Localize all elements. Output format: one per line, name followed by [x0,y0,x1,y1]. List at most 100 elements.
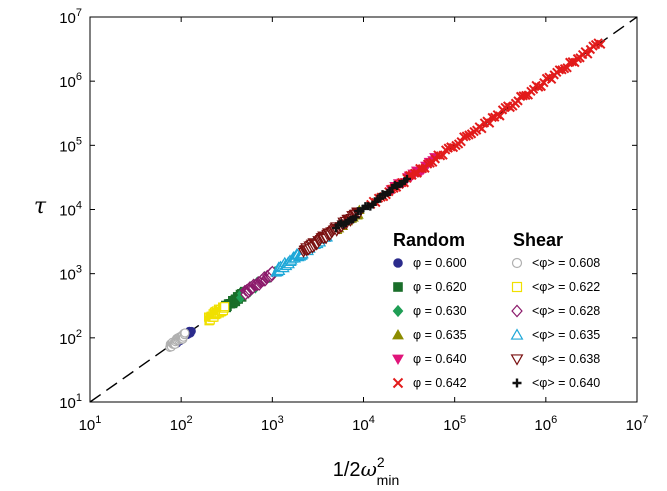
x-tick-label: 103 [261,414,284,434]
x-tick-exponent: 3 [278,414,284,426]
x-tick-label: 104 [352,414,375,434]
legend-entry: <φ> = 0.638 [532,352,600,366]
x-tick-exponent: 6 [551,414,557,426]
legend-entry: <φ> = 0.635 [532,328,600,342]
y-tick-label: 105 [59,135,82,155]
data-point [583,49,593,59]
x-tick-base: 10 [534,417,551,434]
y-tick-base: 10 [59,74,76,91]
y-tick-exponent: 7 [76,7,82,19]
y-axis-label: τ [34,194,47,219]
legend-marker [392,328,404,340]
y-tick-label: 103 [59,264,82,284]
y-tick-label: 106 [59,71,82,91]
legend-title-shear: Shear [513,230,563,250]
legend-marker [510,354,524,366]
legend-marker [393,258,403,268]
x-tick-label: 105 [443,414,466,434]
data-point [385,188,394,197]
x-axis-label-prefix: 1/2 [333,459,361,481]
data-point [180,328,190,338]
y-tick-label: 102 [59,328,82,348]
data-point [402,174,411,183]
series-7 [165,328,190,352]
legend-entry: φ = 0.635 [413,328,467,342]
y-tick-exponent: 2 [76,328,82,340]
data-point [487,112,497,123]
data-point [596,39,606,49]
legend-marker [511,257,523,269]
y-tick-base: 10 [59,203,76,220]
y-tick-base: 10 [59,138,76,155]
legend-entry: <φ> = 0.640 [532,376,600,390]
x-tick-base: 10 [261,417,278,434]
data-points-layer [165,38,606,352]
x-axis-label-sup: 2 [377,454,385,470]
x-tick-base: 10 [170,417,187,434]
data-point [351,213,360,222]
x-tick-exponent: 2 [186,414,192,426]
legend-marker [511,281,523,293]
y-tick-exponent: 6 [76,71,82,83]
y-tick-exponent: 3 [76,264,82,276]
legend-title-random: Random [393,230,465,250]
y-tick-base: 10 [59,395,76,412]
x-axis-label: 1/2ω2 min [333,454,399,488]
data-point [461,131,472,141]
y-tick-label: 101 [59,392,82,412]
data-point [376,194,385,203]
y-tick-exponent: 5 [76,135,82,147]
x-tick-exponent: 4 [369,414,375,426]
legend-entry: <φ> = 0.622 [532,280,600,294]
legend-marker [392,377,404,389]
legend-marker [393,282,403,292]
data-point [459,132,469,142]
axes-layer: 101 102 103 104 105 106 1071011021031041051061… [59,7,648,434]
x-axis-label-sub: min [377,472,400,488]
data-point [438,150,448,160]
legend-marker [392,354,404,366]
legend-entry: φ = 0.620 [413,280,467,294]
x-tick-base: 10 [79,417,96,434]
legend-entry: <φ> = 0.608 [532,256,600,270]
x-tick-label: 107 [626,414,649,434]
y-tick-label: 107 [59,7,82,27]
data-point [477,123,487,134]
x-tick-label: 102 [170,414,193,434]
data-point [220,302,230,312]
data-point [567,57,578,67]
x-tick-exponent: 1 [95,414,101,426]
legend-marker [392,304,404,318]
x-tick-label: 101 [79,414,102,434]
x-tick-base: 10 [626,417,643,434]
y-tick-base: 10 [59,10,76,27]
series-12 [332,174,411,233]
y-tick-base: 10 [59,267,76,284]
x-tick-base: 10 [443,417,460,434]
y-tick-exponent: 1 [76,392,82,404]
data-point [546,74,557,85]
x-tick-label: 106 [534,414,557,434]
x-tick-base: 10 [352,417,369,434]
data-point [464,130,474,140]
legend: Random φ = 0.600 φ = 0.620 φ = 0.630 φ = 0.6… [392,230,600,390]
y-tick-base: 10 [59,331,76,348]
legend-marker [510,328,524,340]
legend-marker [512,378,522,388]
legend-entry: φ = 0.600 [413,256,467,270]
y-tick-exponent: 4 [76,200,82,212]
data-point [557,65,567,75]
legend-entry: φ = 0.642 [413,376,467,390]
x-axis-label-symbol: ω [361,457,377,481]
legend-entry: <φ> = 0.628 [532,304,600,318]
legend-entry: φ = 0.630 [413,304,467,318]
data-point [422,159,433,169]
series-9 [239,265,278,301]
x-tick-exponent: 7 [642,414,648,426]
series-8 [204,302,230,326]
x-tick-exponent: 5 [460,414,466,426]
legend-entry: φ = 0.640 [413,352,467,366]
data-point [495,111,505,121]
